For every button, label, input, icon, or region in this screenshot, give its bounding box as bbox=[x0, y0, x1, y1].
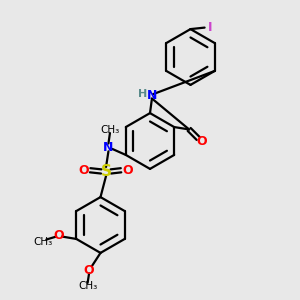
Text: N: N bbox=[103, 141, 114, 154]
Text: O: O bbox=[84, 264, 94, 277]
Text: CH₃: CH₃ bbox=[34, 237, 53, 247]
Text: CH₃: CH₃ bbox=[78, 281, 97, 291]
Text: S: S bbox=[100, 164, 112, 179]
Text: O: O bbox=[197, 135, 207, 148]
Text: I: I bbox=[208, 21, 213, 34]
Text: N: N bbox=[147, 89, 157, 103]
Text: H: H bbox=[138, 88, 147, 99]
Text: O: O bbox=[78, 164, 88, 177]
Text: O: O bbox=[53, 230, 64, 242]
Text: CH₃: CH₃ bbox=[100, 125, 120, 135]
Text: O: O bbox=[123, 164, 133, 177]
